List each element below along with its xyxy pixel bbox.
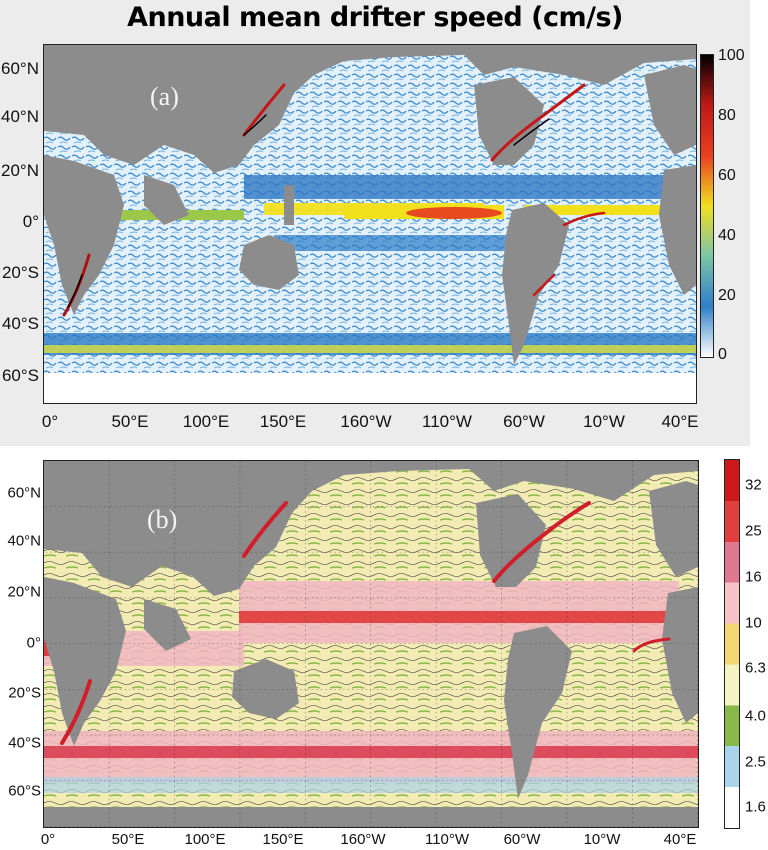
y-tick-label: 40°N (1, 107, 39, 126)
y-tick-label: 20°N (1, 161, 39, 180)
x-tick-label: 100°E (184, 831, 226, 848)
speed-map-a (43, 44, 697, 404)
x-tick-label: 40°E (661, 412, 699, 431)
y-tick-label: 60°N (1, 59, 39, 78)
x-tick-label: 0° (41, 412, 59, 431)
panel-label-a: (a) (150, 82, 179, 111)
x-tick-label: 50°E (111, 831, 145, 848)
colorbar-tick-label: 20 (718, 287, 736, 304)
x-tick-label: 10°W (583, 412, 625, 431)
colorbar-tick-label: 6.3 (745, 659, 766, 677)
colorbar-tick-label: 80 (718, 107, 736, 124)
y-tick-label: 40°S (8, 734, 41, 752)
y-tick-label: 60°N (7, 484, 41, 502)
map-title: Annual mean drifter speed (cm/s) (127, 2, 623, 33)
x-tick-label: 50°E (111, 412, 149, 431)
x-tick-label: 0° (40, 831, 56, 848)
y-tick-label: 0° (22, 212, 39, 231)
x-tick-label: 160°W (340, 412, 392, 431)
colorbar-b (724, 459, 740, 829)
colorbar-tick-label: 10 (745, 614, 762, 632)
x-tick-label: 100°E (182, 412, 230, 431)
x-tick-label: 60°W (503, 831, 541, 848)
colorbar-a (700, 54, 714, 358)
x-tick-label: 160°W (340, 831, 386, 848)
y-tick-label: 20°S (1, 263, 39, 282)
panel-a: Annual mean drifter speed (cm/s) (0, 0, 750, 446)
x-tick-label: 110°W (422, 412, 472, 431)
colorbar-tick-label: 4.0 (745, 707, 766, 725)
colorbar-tick-label: 2.5 (745, 753, 766, 771)
y-tick-label: 20°S (8, 684, 41, 702)
colorbar-tick-label: 32 (745, 476, 762, 494)
speed-map-b (43, 460, 699, 828)
panel-label-b: (b) (147, 505, 178, 534)
colorbar-tick-label: 25 (745, 522, 762, 540)
antarctica-a (44, 373, 696, 403)
y-tick-label: 20°N (7, 583, 41, 601)
colorbar-tick-label: 40 (718, 227, 736, 244)
y-tick-label: 60°S (8, 782, 41, 800)
x-tick-label: 150°E (262, 831, 304, 848)
x-tick-label: 40°E (663, 831, 697, 848)
x-tick-label: 150°E (259, 412, 307, 431)
y-tick-label: 40°S (1, 314, 39, 333)
x-tick-label: 110°W (424, 831, 470, 848)
colorbar-tick-label: 16 (745, 568, 762, 586)
y-tick-label: 0° (26, 634, 41, 652)
colorbar-tick-label: 0 (718, 346, 727, 363)
y-tick-label: 60°S (1, 366, 39, 385)
current-bands-a (44, 175, 696, 355)
x-tick-label: 60°W (503, 412, 545, 431)
colorbar-tick-label: 60 (718, 167, 736, 184)
graticule-b (44, 461, 698, 827)
colorbar-tick-label: 1.6 (745, 798, 766, 816)
boundary-currents-a (62, 83, 606, 317)
x-tick-label: 10°W (583, 831, 621, 848)
colorbar-tick-label: 100 (718, 47, 745, 64)
y-tick-label: 40°N (7, 532, 41, 550)
